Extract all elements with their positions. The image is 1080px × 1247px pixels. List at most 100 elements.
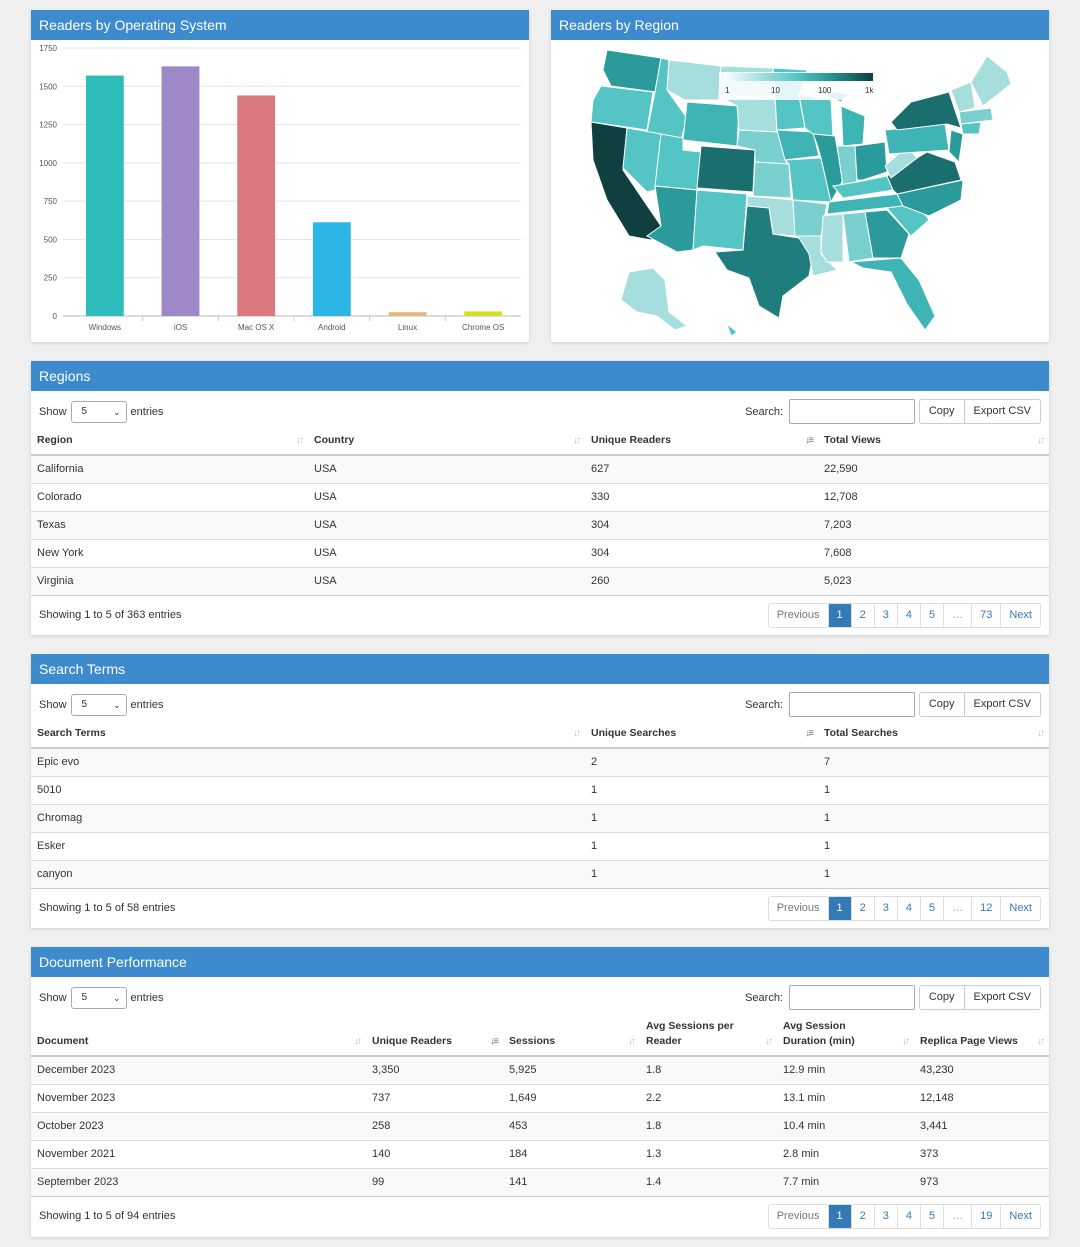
state-wyoming[interactable] [682, 101, 740, 147]
state-virginia[interactable] [886, 151, 962, 195]
state-kansas[interactable] [752, 161, 792, 199]
previous-page-button[interactable]: Previous [768, 1205, 829, 1228]
search-terms-title: Search Terms [31, 654, 1049, 684]
table-row: Epic evo 2 7 [31, 748, 1049, 776]
copy-button[interactable]: Copy [919, 693, 965, 716]
state-connecticut[interactable] [960, 121, 982, 135]
export-csv-button[interactable]: Export CSV [964, 693, 1040, 716]
state-massachusetts[interactable] [958, 107, 994, 125]
page-button[interactable]: 3 [874, 604, 898, 627]
page-button[interactable]: 12 [972, 897, 1002, 920]
search-input[interactable] [789, 692, 915, 717]
state-nevada[interactable] [622, 127, 662, 193]
col-header-total-views[interactable]: Total Views ↓↑ [818, 429, 1049, 456]
sort-icon: ↓↑ [573, 728, 581, 739]
export-csv-button[interactable]: Export CSV [964, 400, 1040, 423]
state-ohio[interactable] [854, 141, 888, 181]
page-button[interactable]: 4 [897, 897, 921, 920]
pagination-ellipsis: … [944, 897, 973, 920]
col-header-document[interactable]: Document ↓↑ [31, 1015, 366, 1057]
state-oregon[interactable] [590, 85, 654, 131]
page-button[interactable]: 1 [828, 604, 852, 627]
state-missouri[interactable] [783, 157, 832, 203]
state-wisconsin[interactable] [798, 93, 834, 137]
state-georgia[interactable] [864, 209, 910, 259]
region-map-title: Readers by Region [551, 10, 1049, 40]
state-pennsylvania[interactable] [884, 123, 950, 155]
col-header-sessions[interactable]: Sessions ↓↑ [503, 1015, 640, 1057]
page-button[interactable]: 73 [972, 604, 1002, 627]
page-button[interactable]: 4 [897, 1205, 921, 1228]
state-colorado[interactable] [696, 145, 756, 193]
state-vermont-nh[interactable] [950, 81, 976, 113]
page-button[interactable]: 19 [972, 1205, 1002, 1228]
next-page-button[interactable]: Next [1001, 897, 1040, 920]
search-label: Search: [745, 698, 783, 711]
chevron-down-icon: ⌄ [112, 700, 121, 710]
page-size-select[interactable]: 5 ⌄ [70, 401, 127, 423]
previous-page-button[interactable]: Previous [768, 604, 829, 627]
sort-icon: ↓↑ [1037, 728, 1045, 739]
col-header-unique-readers[interactable]: Unique Readers ↓≡ [366, 1015, 503, 1057]
state-florida[interactable] [849, 257, 936, 331]
col-header-search-terms[interactable]: Search Terms ↓↑ [31, 722, 585, 749]
col-header-total-searches[interactable]: Total Searches ↓↑ [818, 722, 1049, 749]
state-maine[interactable] [970, 55, 1012, 107]
map-legend: 1 10 100 1k [719, 72, 877, 100]
show-label: Show [39, 406, 67, 418]
state-iowa[interactable] [776, 129, 820, 161]
page-button[interactable]: 4 [897, 604, 921, 627]
page-button[interactable]: 2 [851, 897, 875, 920]
col-header-avg-duration[interactable]: Avg Session Duration (min) ↓↑ [777, 1015, 914, 1057]
state-hawaii[interactable] [706, 313, 738, 337]
y-tick-label: 1000 [39, 159, 57, 168]
search-input[interactable] [789, 985, 915, 1010]
entries-label: entries [130, 699, 164, 711]
table-row: November 2023 737 1,649 2.2 13.1 min 12,148 [31, 1083, 1049, 1112]
page-button[interactable]: 2 [851, 1205, 875, 1228]
copy-button[interactable]: Copy [919, 986, 965, 1009]
state-utah[interactable] [654, 133, 702, 191]
page-size-select[interactable]: 5 ⌄ [70, 987, 127, 1009]
page-button[interactable]: 5 [921, 1205, 945, 1228]
page-button[interactable]: 1 [828, 1205, 852, 1228]
state-alaska[interactable] [620, 267, 689, 331]
col-header-country[interactable]: Country ↓↑ [308, 429, 585, 456]
state-newjersey[interactable] [948, 129, 964, 164]
next-page-button[interactable]: Next [1001, 1205, 1040, 1228]
previous-page-button[interactable]: Previous [768, 897, 829, 920]
col-header-avg-sessions[interactable]: Avg Sessions per Reader ↓↑ [640, 1015, 777, 1057]
page-button[interactable]: 2 [851, 604, 875, 627]
col-header-region[interactable]: Region ↓↑ [31, 429, 308, 456]
export-csv-button[interactable]: Export CSV [964, 986, 1040, 1009]
page-button[interactable]: 3 [874, 897, 898, 920]
map-legend-label: 10 [771, 86, 780, 95]
state-texas[interactable] [714, 205, 814, 319]
col-header-replica-page-views[interactable]: Replica Page Views ↓↑ [914, 1015, 1049, 1057]
table-row: December 2023 3,350 5,925 1.8 12.9 min 43,230 [31, 1056, 1049, 1084]
state-newyork[interactable] [890, 91, 962, 131]
page-button[interactable]: 3 [874, 1205, 898, 1228]
y-tick-label: 500 [44, 235, 58, 244]
page-button[interactable]: 1 [828, 897, 852, 920]
page-size-select[interactable]: 5 ⌄ [70, 694, 127, 716]
state-montana[interactable] [666, 59, 722, 101]
x-tick-label: Android [318, 323, 346, 332]
state-louisiana[interactable] [794, 235, 838, 277]
copy-button[interactable]: Copy [919, 400, 965, 423]
state-mississippi[interactable] [820, 213, 844, 263]
col-header-unique-readers[interactable]: Unique Readers ↓≡ [585, 429, 818, 456]
sort-desc-icon: ↓≡ [490, 1036, 499, 1047]
us-map [590, 49, 1012, 337]
chevron-down-icon: ⌄ [112, 407, 121, 417]
col-header-unique-searches[interactable]: Unique Searches ↓≡ [585, 722, 818, 749]
show-label: Show [39, 699, 67, 711]
page-button[interactable]: 5 [921, 604, 945, 627]
y-tick-label: 1750 [39, 44, 57, 53]
state-washington[interactable] [602, 49, 662, 93]
map-legend-label: 1k [865, 86, 874, 95]
next-page-button[interactable]: Next [1001, 604, 1040, 627]
state-newmexico[interactable] [692, 189, 748, 251]
search-input[interactable] [789, 399, 915, 424]
page-button[interactable]: 5 [921, 897, 945, 920]
